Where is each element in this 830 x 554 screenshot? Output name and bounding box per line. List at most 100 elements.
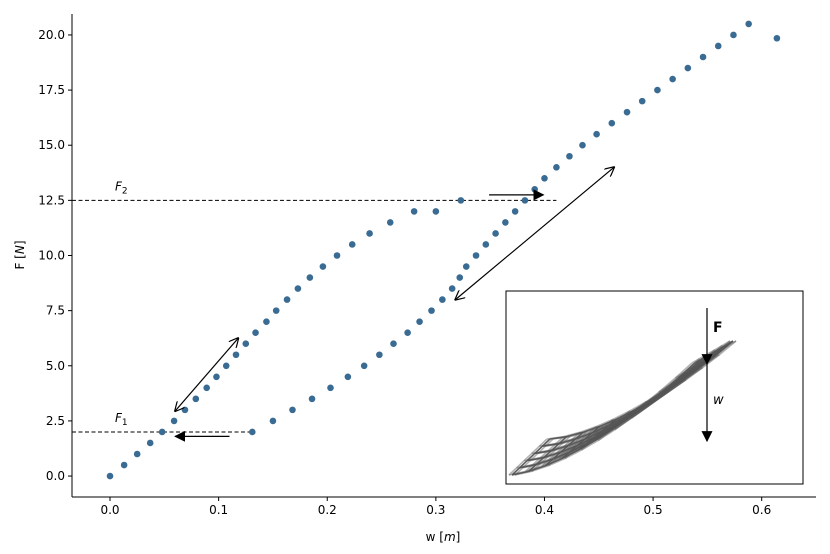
data-point — [232, 351, 240, 359]
data-point — [348, 241, 356, 248]
mesh-line — [694, 340, 734, 364]
data-point — [146, 439, 154, 447]
displacement-label: w — [713, 393, 724, 408]
mesh-line — [508, 438, 548, 476]
mesh-line — [691, 340, 731, 364]
data-point — [511, 208, 519, 215]
data-point — [439, 296, 446, 303]
mesh-line — [547, 431, 587, 467]
mesh-line — [561, 425, 601, 460]
data-point — [482, 241, 490, 248]
mesh-line — [631, 390, 670, 419]
data-point — [120, 461, 128, 469]
mesh-line — [577, 418, 618, 451]
mesh-line — [531, 436, 571, 472]
double-arrow — [175, 338, 238, 411]
axes: 0.0 0.1 0.2 0.3 0.4 0.5 0.6 0.0 2.5 5.0 7.5 10.0 12.… — [38, 14, 816, 517]
data-point — [192, 395, 200, 403]
x-axis-label: w [m] — [426, 530, 461, 544]
data-point — [593, 130, 600, 138]
y-tick-label: 17.5 — [38, 83, 65, 97]
data-point — [531, 186, 538, 193]
data-point — [390, 340, 397, 348]
data-point — [448, 285, 456, 292]
x-tick-label: 0.3 — [426, 503, 445, 517]
data-point — [428, 307, 435, 314]
mesh-line — [552, 340, 737, 440]
mesh-line — [514, 362, 699, 476]
mesh-line — [522, 358, 707, 469]
data-point — [294, 285, 302, 292]
x-tick-label: 0.2 — [318, 503, 337, 517]
data-point — [410, 208, 418, 215]
double-arrow — [455, 167, 614, 299]
x-tick-label: 0.5 — [644, 503, 663, 517]
data-point — [106, 472, 114, 480]
data-point — [521, 197, 529, 204]
data-point — [181, 406, 189, 414]
data-point — [773, 34, 781, 42]
mesh-line — [580, 418, 621, 451]
y-tick-label: 0.0 — [46, 469, 65, 483]
mesh-line — [647, 379, 687, 407]
data-point — [133, 450, 141, 458]
y-tick-label: 12.5 — [38, 193, 65, 207]
deformed-mesh — [508, 340, 737, 476]
data-point — [158, 428, 166, 436]
data-point — [272, 307, 280, 314]
data-point — [638, 97, 646, 105]
data-point — [203, 384, 210, 392]
data-point — [366, 230, 373, 237]
data-point — [457, 197, 465, 204]
inset-frame — [505, 290, 804, 485]
data-point — [553, 163, 560, 171]
y-tick-label: 2.5 — [46, 414, 65, 428]
mesh-line — [528, 436, 568, 472]
annotation-arrows — [175, 167, 614, 442]
data-point — [623, 108, 631, 116]
data-point — [242, 340, 250, 348]
data-point — [319, 263, 327, 270]
data-point — [222, 362, 230, 370]
data-point — [502, 219, 509, 226]
data-point — [252, 329, 259, 336]
mesh-line — [544, 431, 584, 467]
data-point — [472, 252, 480, 259]
mesh-line — [549, 340, 734, 440]
mesh-line — [644, 379, 684, 407]
data-point — [308, 395, 316, 403]
data-point — [566, 152, 573, 160]
data-point — [360, 362, 368, 370]
x-tick-label: 0.4 — [535, 503, 554, 517]
force-label: F — [713, 320, 723, 336]
reference-lines: F1 F2 — [72, 179, 557, 433]
data-point — [462, 263, 470, 270]
y-tick-label: 10.0 — [38, 249, 65, 263]
data-point — [327, 384, 334, 392]
data-point — [416, 318, 423, 325]
mesh-line — [594, 410, 634, 442]
data-point — [654, 86, 661, 94]
data-point — [248, 428, 256, 436]
mesh-line — [664, 366, 704, 393]
data-point — [456, 274, 464, 281]
mesh-line — [545, 344, 729, 447]
data-point — [333, 252, 341, 259]
data-point — [714, 42, 722, 50]
mesh-line — [564, 425, 604, 460]
data-point — [170, 417, 178, 425]
y-tick-label: 20.0 — [38, 28, 65, 42]
data-point — [213, 373, 220, 381]
x-tick-label: 0.6 — [752, 503, 771, 517]
data-point — [376, 351, 383, 359]
data-point — [745, 20, 752, 28]
data-point — [386, 219, 394, 226]
mesh-line — [661, 366, 701, 393]
x-tick-label: 0.1 — [209, 503, 228, 517]
reference-line-label: F1 — [115, 411, 128, 428]
y-axis-label: F [N] — [13, 240, 27, 269]
plate-inset: F w — [505, 290, 804, 485]
data-point — [289, 406, 296, 414]
reference-line-label: F2 — [115, 179, 128, 196]
